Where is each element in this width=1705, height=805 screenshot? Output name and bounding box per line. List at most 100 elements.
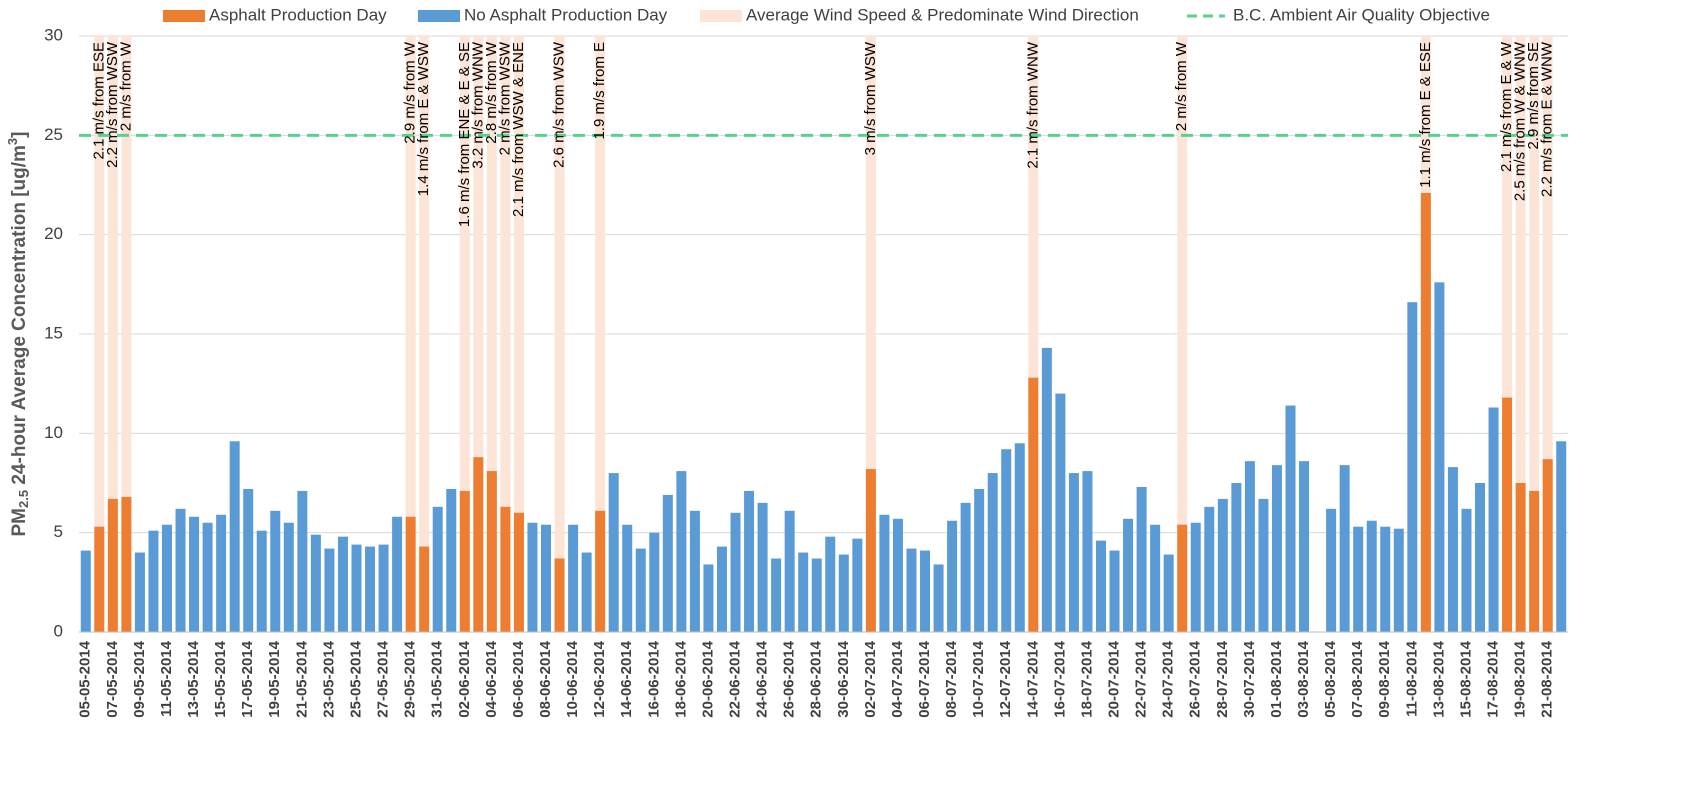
bar bbox=[1353, 526, 1364, 632]
bar bbox=[392, 516, 403, 632]
x-tick-label: 06-06-2014 bbox=[510, 640, 527, 717]
bar bbox=[500, 506, 511, 632]
bar bbox=[1068, 473, 1079, 632]
bar bbox=[1366, 520, 1377, 632]
bar bbox=[825, 536, 836, 632]
x-tick-label: 06-07-2014 bbox=[916, 640, 933, 717]
bar bbox=[879, 514, 890, 632]
bar bbox=[730, 512, 741, 632]
bar bbox=[1393, 528, 1404, 632]
legend-label: No Asphalt Production Day bbox=[464, 5, 668, 24]
wind-band bbox=[459, 36, 470, 632]
wind-band bbox=[473, 36, 484, 632]
bar bbox=[1041, 347, 1052, 632]
bar bbox=[1556, 441, 1567, 632]
bar bbox=[459, 490, 470, 632]
y-tick-label: 20 bbox=[44, 224, 63, 243]
x-tick-label: 09-08-2014 bbox=[1376, 640, 1393, 717]
bar bbox=[94, 526, 105, 632]
x-tick-label: 10-07-2014 bbox=[970, 640, 987, 717]
bar bbox=[811, 558, 822, 632]
x-tick-label: 17-05-2014 bbox=[239, 640, 256, 717]
bar bbox=[1271, 465, 1282, 632]
bar bbox=[148, 530, 159, 632]
bar bbox=[1150, 524, 1161, 632]
x-tick-label: 13-08-2014 bbox=[1430, 640, 1447, 717]
bar bbox=[1285, 405, 1296, 632]
bar bbox=[1136, 486, 1147, 632]
y-label-part: 24-hour Average Concentration [ug/m bbox=[9, 145, 30, 490]
x-tick-label: 20-06-2014 bbox=[699, 640, 716, 717]
x-tick-label: 11-08-2014 bbox=[1403, 640, 1420, 717]
wind-label: 2.2 m/s from WSW bbox=[104, 41, 121, 168]
wind-label: 2.1 m/s from WNW bbox=[1024, 41, 1041, 169]
wind-label: 1.6 m/s from ENE & E & SE bbox=[456, 42, 473, 227]
y-tick-label: 25 bbox=[44, 125, 63, 144]
x-tick-label: 19-08-2014 bbox=[1512, 640, 1529, 717]
legend-swatch bbox=[163, 10, 205, 22]
y-tick-label: 15 bbox=[44, 323, 63, 342]
bar bbox=[1123, 518, 1134, 632]
wind-band bbox=[107, 36, 118, 632]
x-tick-label: 05-08-2014 bbox=[1322, 640, 1339, 717]
bar bbox=[1217, 498, 1228, 632]
bar bbox=[297, 490, 308, 632]
wind-label: 2 m/s from W bbox=[117, 41, 134, 131]
wind-band bbox=[865, 36, 876, 632]
bar bbox=[1475, 483, 1486, 632]
x-tick-label: 15-08-2014 bbox=[1457, 640, 1474, 717]
bar bbox=[283, 522, 294, 632]
x-tick-label: 15-05-2014 bbox=[212, 640, 229, 717]
x-tick-label: 29-05-2014 bbox=[402, 640, 419, 717]
wind-band bbox=[121, 36, 132, 632]
bar bbox=[920, 550, 931, 632]
bar bbox=[852, 538, 863, 632]
bar bbox=[1244, 461, 1255, 632]
legend-label: Asphalt Production Day bbox=[209, 5, 387, 24]
wind-label: 2.8 m/s from W bbox=[483, 41, 500, 144]
wind-band bbox=[1177, 36, 1188, 632]
bar bbox=[1109, 550, 1120, 632]
x-tick-label: 23-05-2014 bbox=[320, 640, 337, 717]
wind-label: 2.9 m/s from SE bbox=[1525, 42, 1542, 150]
x-tick-label: 03-08-2014 bbox=[1295, 640, 1312, 717]
bar bbox=[703, 564, 714, 632]
bar bbox=[175, 508, 186, 632]
wind-label: 2.6 m/s from WSW bbox=[551, 41, 568, 168]
bar bbox=[892, 518, 903, 632]
wind-label: 1.9 m/s from E bbox=[591, 42, 608, 140]
bar bbox=[161, 524, 172, 632]
wind-label: 2 m/s from W bbox=[1173, 41, 1190, 131]
y-tick-label: 30 bbox=[44, 25, 63, 44]
bar bbox=[1529, 490, 1540, 632]
bar bbox=[554, 558, 565, 632]
bar bbox=[513, 512, 524, 632]
bar bbox=[662, 494, 673, 632]
bar bbox=[1014, 443, 1025, 632]
y-tick-label: 10 bbox=[44, 423, 63, 442]
y-tick-label: 5 bbox=[54, 522, 63, 541]
bar bbox=[1299, 461, 1310, 632]
bar bbox=[473, 457, 484, 632]
wind-band bbox=[419, 36, 430, 632]
bar bbox=[310, 534, 321, 632]
x-tick-label: 12-06-2014 bbox=[591, 640, 608, 717]
x-tick-label: 14-07-2014 bbox=[1024, 640, 1041, 717]
wind-label: 1.1 m/s from E & ESE bbox=[1417, 42, 1434, 188]
x-tick-label: 24-07-2014 bbox=[1160, 640, 1177, 717]
wind-band bbox=[94, 36, 105, 632]
bar bbox=[676, 471, 687, 632]
wind-band bbox=[405, 36, 416, 632]
wind-band bbox=[1529, 36, 1540, 632]
bar bbox=[1095, 540, 1106, 632]
x-tick-label: 22-06-2014 bbox=[726, 640, 743, 717]
bar bbox=[798, 552, 809, 632]
x-tick-label: 19-05-2014 bbox=[266, 640, 283, 717]
bar bbox=[1082, 471, 1093, 632]
wind-band bbox=[1028, 36, 1039, 632]
x-tick-label: 27-05-2014 bbox=[375, 640, 392, 717]
bar bbox=[1380, 526, 1391, 632]
bar bbox=[378, 544, 389, 632]
wind-label: 1.4 m/s from E & WSW bbox=[415, 41, 432, 196]
